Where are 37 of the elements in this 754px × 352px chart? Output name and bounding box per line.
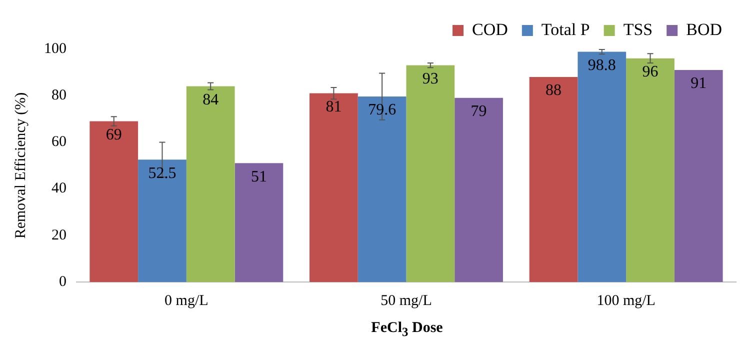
y-tick-label: 40 bbox=[52, 180, 66, 197]
bar bbox=[90, 121, 138, 282]
legend-label: COD bbox=[472, 20, 508, 39]
data-label: 69 bbox=[106, 126, 122, 144]
data-label: 51 bbox=[250, 168, 267, 186]
x-tick-label: 0 mg/L bbox=[164, 292, 208, 309]
x-axis-title: FeCl$_{3}$ Dose bbox=[370, 320, 444, 340]
bar bbox=[674, 70, 723, 282]
bar bbox=[138, 160, 186, 282]
y-tick-label: 0 bbox=[59, 274, 66, 290]
bar bbox=[578, 52, 626, 282]
data-label: 91 bbox=[690, 75, 707, 92]
y-axis-title: Removal Efficiency (%) bbox=[12, 92, 29, 239]
data-label: 98.8 bbox=[588, 57, 616, 74]
y-tick-label: 80 bbox=[52, 88, 66, 104]
data-label: 88 bbox=[546, 82, 562, 100]
x-tick-label: 50 mg/L bbox=[380, 292, 432, 309]
legend-label: TSS bbox=[623, 20, 653, 39]
bar bbox=[234, 163, 284, 282]
data-label: 93 bbox=[422, 70, 438, 88]
bar bbox=[454, 98, 503, 282]
y-tick-label: 20 bbox=[52, 227, 66, 244]
x-tick-label: 100 mg/L bbox=[596, 292, 656, 309]
bar bbox=[358, 96, 406, 282]
y-tick-label: 60 bbox=[52, 134, 66, 150]
data-label: 81 bbox=[326, 98, 342, 116]
y-tick-label: 100 bbox=[44, 40, 66, 57]
bar bbox=[529, 76, 578, 282]
data-label: 79 bbox=[470, 103, 487, 120]
legend-label: Total P bbox=[541, 20, 590, 39]
bar bbox=[186, 86, 235, 282]
bar bbox=[406, 65, 455, 282]
data-label: 84 bbox=[202, 91, 219, 108]
data-label: 96 bbox=[642, 64, 658, 81]
bar bbox=[626, 58, 674, 282]
legend-label: BOD bbox=[686, 20, 722, 39]
bar bbox=[310, 93, 358, 282]
